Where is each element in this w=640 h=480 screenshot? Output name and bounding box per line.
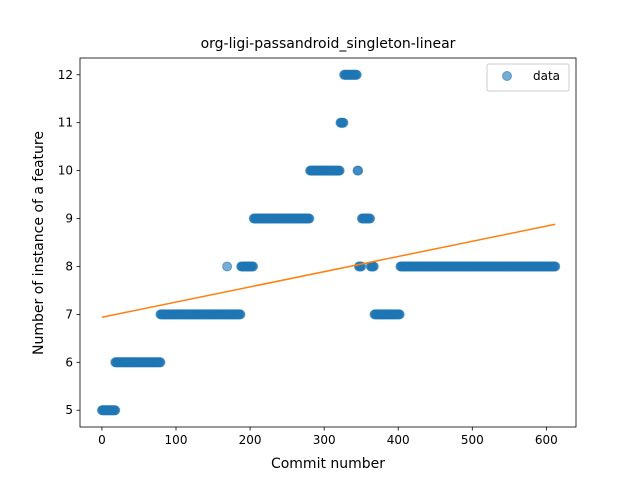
data-point [110,405,121,416]
x-tick-label: 300 [313,433,336,447]
x-tick-label: 0 [98,433,106,447]
data-point [235,309,246,320]
data-point [394,309,405,320]
x-tick-label: 100 [165,433,188,447]
x-tick-label: 600 [535,433,558,447]
data-point [222,261,233,272]
y-tick-label: 10 [58,164,73,178]
y-tick-label: 5 [65,403,73,417]
axes: 0 100 200 300 400 500 600 5 6 7 8 9 10 11 12 [58,57,577,447]
y-tick-label: 6 [65,355,73,369]
y-tick-label: 11 [58,116,73,130]
y-axis-label: Number of instance of a feature [31,131,47,355]
legend-box [486,63,570,92]
y-tick-label: 7 [65,307,73,321]
y-tick-label: 8 [65,259,73,273]
data-point [353,165,364,176]
data-point [365,213,376,224]
data-point [155,357,166,368]
legend-label-data: data [533,69,560,83]
x-tick-label: 200 [239,433,262,447]
axes-frame [79,57,577,428]
x-tick-label: 400 [387,433,410,447]
data-point [304,213,315,224]
data-point [368,261,379,272]
data-point [248,261,259,272]
data-point [351,69,362,80]
trend-line [101,223,556,318]
y-tick-label: 12 [58,68,73,82]
x-tick-label: 500 [461,433,484,447]
data-point [334,165,345,176]
y-tick-label: 9 [65,212,73,226]
plot-area [96,69,561,416]
legend-marker-data [502,71,512,81]
legend: data [486,63,570,92]
chart-title: org-ligi-passandroid_singleton-linear [201,36,456,52]
data-point [338,117,349,128]
data-point [550,261,561,272]
x-axis-label: Commit number [271,456,385,472]
